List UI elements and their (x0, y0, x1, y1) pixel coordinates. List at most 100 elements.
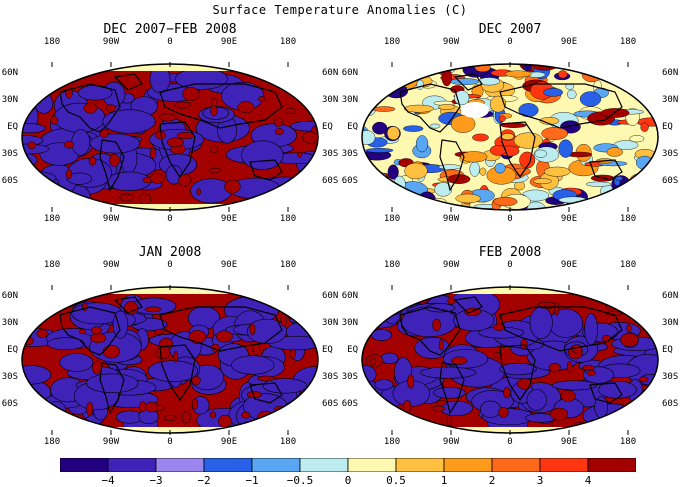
lon-label: 90W (102, 437, 120, 447)
colorbar-swatch (491, 458, 541, 472)
map-panel-jan: JAN 2008 180 180 90W 90W 0 0 90E 90E 180 180 60N 60N… (0, 245, 340, 475)
colorbar-label: −0.5 (286, 474, 314, 487)
lon-label: 180 (619, 260, 637, 270)
colorbar-label: 0 (344, 474, 352, 487)
lon-label: 180 (279, 437, 297, 447)
colorbar-label: −2 (197, 474, 211, 487)
lat-label: 60S (662, 399, 679, 409)
lon-label: 0 (167, 214, 173, 224)
lon-label: 0 (507, 37, 513, 47)
lon-label: 180 (43, 437, 61, 447)
lat-label: EQ (322, 345, 333, 355)
lon-label: 180 (619, 437, 637, 447)
lat-label: 60S (341, 399, 358, 409)
lon-label: 180 (383, 214, 401, 224)
colorbar-label: −4 (101, 474, 115, 487)
lat-label: 30S (341, 372, 358, 382)
lat-label: 30N (322, 318, 339, 328)
colorbar-swatch (443, 458, 493, 472)
lon-label: 180 (279, 37, 297, 47)
lat-label: 30S (662, 372, 679, 382)
map-projection (361, 62, 659, 212)
panel-title: DEC 2007−FEB 2008 (103, 22, 237, 37)
lon-label: 90W (442, 214, 460, 224)
lat-label: 30N (1, 95, 18, 105)
colorbar-swatch (107, 458, 157, 472)
colorbar-swatch (203, 458, 253, 472)
lat-label: 30N (341, 318, 358, 328)
lat-label: 30S (322, 149, 339, 159)
lon-label: 180 (383, 37, 401, 47)
lat-label: 60S (322, 176, 339, 186)
lat-label: 60N (662, 68, 679, 78)
lon-label: 180 (43, 37, 61, 47)
lat-label: 30N (662, 318, 679, 328)
lon-label: 90W (102, 260, 120, 270)
colorbar-label: 3 (536, 474, 544, 487)
lat-label: 60N (1, 291, 18, 301)
map-projection (21, 285, 319, 435)
colorbar-swatch (251, 458, 301, 472)
panel-title: JAN 2008 (138, 245, 202, 260)
colorbar-swatch (347, 458, 397, 472)
map-projection (21, 62, 319, 212)
lon-label: 180 (383, 260, 401, 270)
colorbar-label: −3 (149, 474, 163, 487)
lat-label: 60S (662, 176, 679, 186)
lat-label: 60N (341, 291, 358, 301)
lat-label: 60N (322, 68, 339, 78)
panel-title: DEC 2007 (478, 22, 542, 37)
lat-label: EQ (347, 122, 358, 132)
lon-label: 90W (442, 260, 460, 270)
lat-label: 30S (1, 149, 18, 159)
lon-label: 90E (220, 37, 238, 47)
lat-label: 30S (322, 372, 339, 382)
lon-label: 90E (220, 437, 238, 447)
colorbar-swatch (539, 458, 589, 472)
map-panel-feb: FEB 2008 180 180 90W 90W 0 0 90E 90E 180 180 60N 60N… (340, 245, 680, 475)
map-panel-dec-feb: DEC 2007−FEB 2008 180 180 90W 90W 0 0 90E 90E 180… (0, 22, 340, 252)
lon-label: 90W (442, 37, 460, 47)
lat-label: EQ (7, 345, 18, 355)
lat-label: 30S (341, 149, 358, 159)
lon-label: 90E (560, 437, 578, 447)
lon-label: 90E (560, 260, 578, 270)
colorbar-label: −1 (245, 474, 259, 487)
lat-label: 30N (322, 95, 339, 105)
lat-label: 60S (1, 399, 18, 409)
lon-label: 90E (220, 214, 238, 224)
lon-label: 90W (442, 437, 460, 447)
lon-label: 90E (560, 214, 578, 224)
lon-label: 0 (507, 214, 513, 224)
lat-label: 30N (662, 95, 679, 105)
lon-label: 0 (507, 437, 513, 447)
lat-label: 60N (322, 291, 339, 301)
lon-label: 0 (507, 260, 513, 270)
lat-label: EQ (7, 122, 18, 132)
panel-title: FEB 2008 (478, 245, 542, 260)
lon-label: 180 (43, 260, 61, 270)
lat-label: 60S (1, 176, 18, 186)
lat-label: 30S (1, 372, 18, 382)
lon-label: 0 (167, 437, 173, 447)
lon-label: 180 (619, 214, 637, 224)
lat-label: 60N (662, 291, 679, 301)
lat-label: EQ (662, 345, 673, 355)
colorbar-label: 2 (488, 474, 496, 487)
lat-label: 30N (1, 318, 18, 328)
colorbar-label: 0.5 (386, 474, 406, 487)
colorbar (60, 458, 636, 472)
lat-label: 60S (341, 176, 358, 186)
lon-label: 180 (43, 214, 61, 224)
lat-label: 60N (341, 68, 358, 78)
colorbar-swatch (395, 458, 445, 472)
colorbar-label: 4 (584, 474, 592, 487)
figure-title: Surface Temperature Anomalies (C) (212, 3, 468, 17)
colorbar-label: 1 (440, 474, 448, 487)
colorbar-swatch (155, 458, 205, 472)
map-projection (361, 285, 659, 435)
lat-label: EQ (347, 345, 358, 355)
lon-label: 180 (383, 437, 401, 447)
lon-label: 0 (167, 37, 173, 47)
lat-label: 30S (662, 149, 679, 159)
